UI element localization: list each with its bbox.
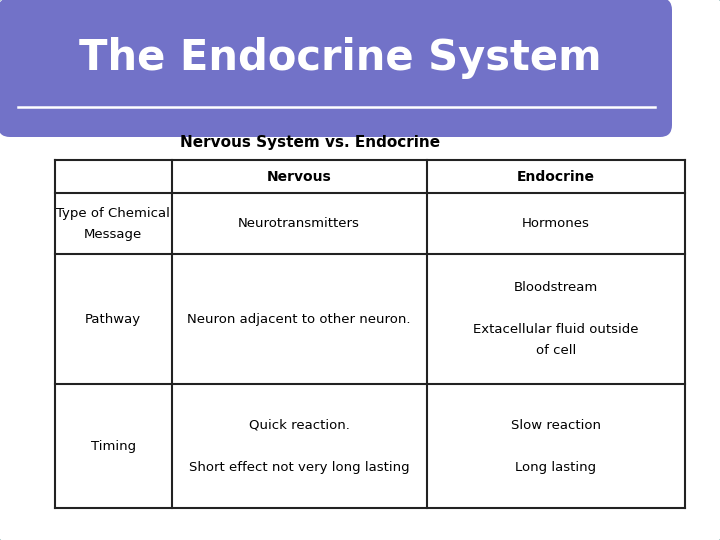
Bar xyxy=(55,160,685,508)
Text: Slow reaction

Long lasting: Slow reaction Long lasting xyxy=(511,418,601,474)
Text: Neurotransmitters: Neurotransmitters xyxy=(238,217,360,230)
Text: Nervous: Nervous xyxy=(266,170,331,184)
Text: Timing: Timing xyxy=(91,440,136,453)
Bar xyxy=(10,10,40,125)
Text: The Endocrine System: The Endocrine System xyxy=(78,37,601,79)
Text: Quick reaction.

Short effect not very long lasting: Quick reaction. Short effect not very lo… xyxy=(189,418,410,474)
Text: Bloodstream

Extacellular fluid outside
of cell: Bloodstream Extacellular fluid outside o… xyxy=(473,281,639,357)
Text: Nervous System vs. Endocrine: Nervous System vs. Endocrine xyxy=(180,134,440,150)
FancyBboxPatch shape xyxy=(0,0,672,137)
Text: Neuron adjacent to other neuron.: Neuron adjacent to other neuron. xyxy=(187,313,411,326)
Text: Type of Chemical
Message: Type of Chemical Message xyxy=(56,206,170,240)
Text: Pathway: Pathway xyxy=(85,313,141,326)
Text: Hormones: Hormones xyxy=(522,217,590,230)
Text: Endocrine: Endocrine xyxy=(517,170,595,184)
